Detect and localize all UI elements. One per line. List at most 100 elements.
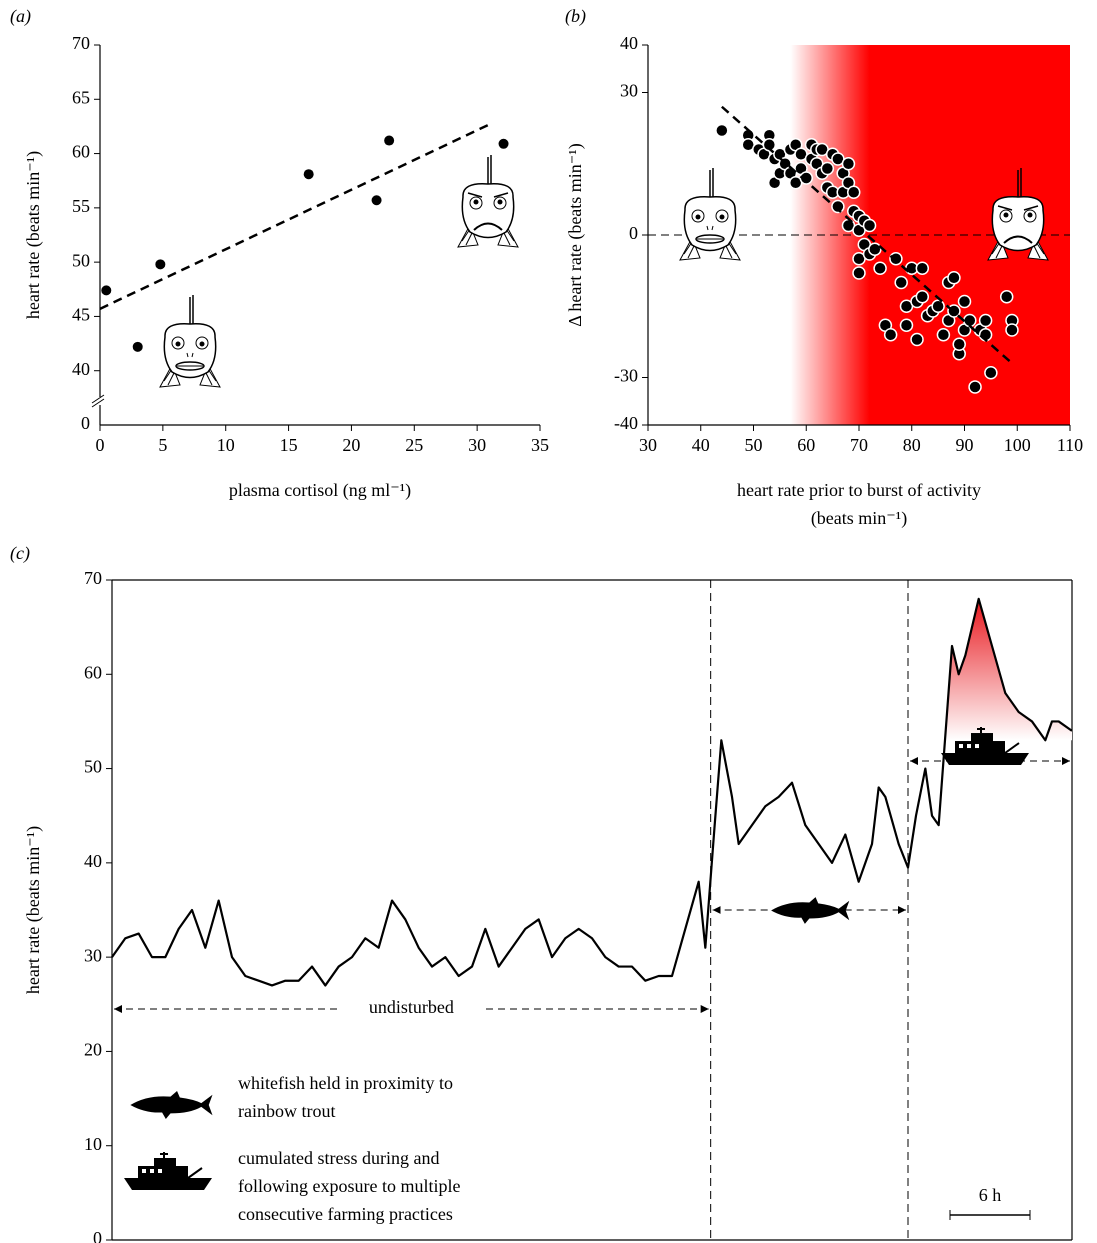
x-tick-label: 20 <box>342 435 360 455</box>
trout-icon <box>130 1091 213 1119</box>
x-tick-label: 90 <box>956 435 974 455</box>
x-tick-label: 0 <box>96 435 105 455</box>
data-point <box>889 252 903 266</box>
axis-break <box>91 394 105 404</box>
data-point <box>715 123 729 138</box>
scale-bar-label: 6 h <box>979 1185 1002 1205</box>
stressed-fish-icon <box>457 155 519 248</box>
y-tick-label: 0 <box>81 413 90 433</box>
data-point <box>910 332 924 347</box>
boat-icon <box>124 1152 213 1191</box>
data-point <box>820 161 835 176</box>
x-tick-label: 10 <box>217 435 235 455</box>
y-tick-label: 50 <box>72 250 90 270</box>
data-point <box>883 328 898 342</box>
x-axis-title: heart rate prior to burst of activity <box>737 480 981 500</box>
panel: (a) 40 45 50 55 60 65 70 00 5 10 15 20 25 30 35 heart ra… <box>10 6 549 501</box>
x-tick-label: 5 <box>158 435 167 455</box>
data-point <box>1005 323 1019 337</box>
y-axis-title: Δ heart rate (beats min⁻¹) <box>565 143 586 326</box>
data-point <box>947 271 961 285</box>
x-tick-label: 50 <box>745 435 763 455</box>
x-tick-label: 80 <box>903 435 921 455</box>
legend-text: cumulated stress during and <box>238 1148 439 1168</box>
y-tick-label: 0 <box>629 223 638 243</box>
data-point <box>862 218 877 233</box>
y-tick-label: 40 <box>72 359 90 379</box>
data-point <box>894 275 908 290</box>
y-tick-label: 55 <box>72 196 90 216</box>
y-tick-label: 30 <box>84 945 102 965</box>
data-point <box>873 261 887 275</box>
data-point <box>846 185 861 199</box>
x-tick-label: 60 <box>797 435 815 455</box>
x-tick-label: 25 <box>405 435 423 455</box>
y-tick-label: 40 <box>620 33 638 53</box>
label-background <box>341 997 482 1021</box>
y-tick-label: 60 <box>84 662 102 682</box>
data-point <box>868 242 882 256</box>
legend-text: whitefish held in proximity to <box>238 1073 453 1093</box>
x-tick-label: 40 <box>692 435 710 455</box>
y-axis-title: heart rate (beats min⁻¹) <box>23 826 44 994</box>
panel-label: (a) <box>10 6 31 27</box>
x-tick-label: 110 <box>1057 435 1083 455</box>
heart-rate-line <box>111 597 1073 987</box>
x-tick-label: 100 <box>1004 435 1031 455</box>
data-point <box>952 337 966 351</box>
axis-break <box>91 398 105 408</box>
y-tick-label: -40 <box>614 413 638 433</box>
y-tick-label: 40 <box>84 851 102 871</box>
data-point <box>968 380 982 394</box>
y-tick-label: -30 <box>614 366 638 386</box>
data-point <box>899 318 914 332</box>
data-point <box>999 290 1014 304</box>
data-point <box>799 171 813 185</box>
y-tick-label: 70 <box>84 568 102 588</box>
y-tick-label: 60 <box>72 142 90 162</box>
x-axis-title: (beats min⁻¹) <box>811 508 907 529</box>
x-tick-label: 70 <box>850 435 868 455</box>
y-tick-label: 65 <box>72 87 90 107</box>
data-point <box>498 138 509 149</box>
x-tick-label: 30 <box>639 435 657 455</box>
highlight-area <box>945 598 1072 741</box>
y-tick-label: 45 <box>72 305 90 325</box>
data-point <box>915 261 930 275</box>
panel: (c) 0 10 20 30 40 50 60 70 heart rate (beats min⁻… <box>10 543 1073 1243</box>
data-point <box>101 285 112 296</box>
data-point <box>831 199 845 214</box>
data-point <box>931 299 945 313</box>
x-tick-label: 15 <box>280 435 298 455</box>
y-tick-label: 20 <box>84 1040 102 1060</box>
data-point <box>984 366 998 380</box>
data-point <box>384 135 395 146</box>
data-point <box>371 195 382 206</box>
data-point <box>915 290 930 304</box>
y-tick-label: 70 <box>72 33 90 53</box>
trout-icon <box>771 897 850 924</box>
y-tick-label: 50 <box>84 757 102 777</box>
trend-line <box>99 123 491 310</box>
annotation: undisturbed <box>369 997 454 1017</box>
data-point <box>841 157 856 171</box>
y-tick-label: 0 <box>93 1228 102 1243</box>
data-point <box>957 294 972 309</box>
trend-line <box>721 105 1013 365</box>
axis-break <box>94 397 106 405</box>
calm-fish-icon <box>159 295 221 388</box>
legend-text: consecutive farming practices <box>238 1204 453 1224</box>
x-tick-label: 30 <box>468 435 486 455</box>
x-tick-label: 35 <box>531 435 549 455</box>
panel-label: (b) <box>565 6 586 27</box>
y-tick-label: 10 <box>84 1134 102 1154</box>
data-point <box>132 341 143 352</box>
data-point <box>762 138 777 152</box>
panel-label: (c) <box>10 543 30 564</box>
data-point <box>155 259 166 270</box>
y-axis-title: heart rate (beats min⁻¹) <box>23 151 44 319</box>
data-point <box>936 328 951 342</box>
